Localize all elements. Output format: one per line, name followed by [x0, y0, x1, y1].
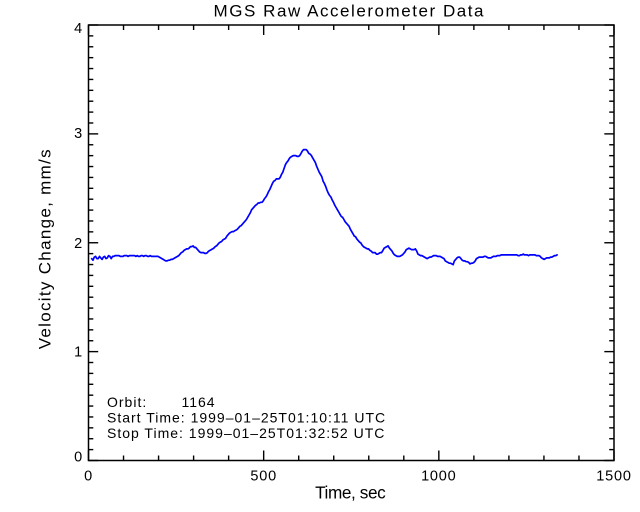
svg-text:0: 0 [74, 449, 82, 465]
svg-text:3: 3 [74, 126, 82, 142]
svg-text:Time, sec: Time, sec [315, 482, 386, 502]
svg-text:1: 1 [74, 344, 82, 360]
svg-text:4: 4 [74, 21, 82, 37]
svg-text:Orbit: 1164: Orbit: 1164 [107, 394, 216, 410]
svg-text:Velocity Change, mm/s: Velocity Change, mm/s [36, 148, 55, 349]
svg-text:Stop Time: 1999–01–25T01:32:52: Stop Time: 1999–01–25T01:32:52 UTC [107, 425, 385, 441]
svg-text:MGS Raw Accelerometer Data: MGS Raw Accelerometer Data [214, 1, 486, 20]
svg-text:2: 2 [74, 236, 82, 252]
svg-text:1500: 1500 [596, 469, 631, 485]
svg-text:1000: 1000 [421, 469, 456, 485]
svg-text:0: 0 [84, 469, 93, 485]
svg-text:500: 500 [250, 469, 277, 485]
svg-text:Start Time: 1999–01–25T01:10:1: Start Time: 1999–01–25T01:10:11 UTC [107, 410, 386, 426]
